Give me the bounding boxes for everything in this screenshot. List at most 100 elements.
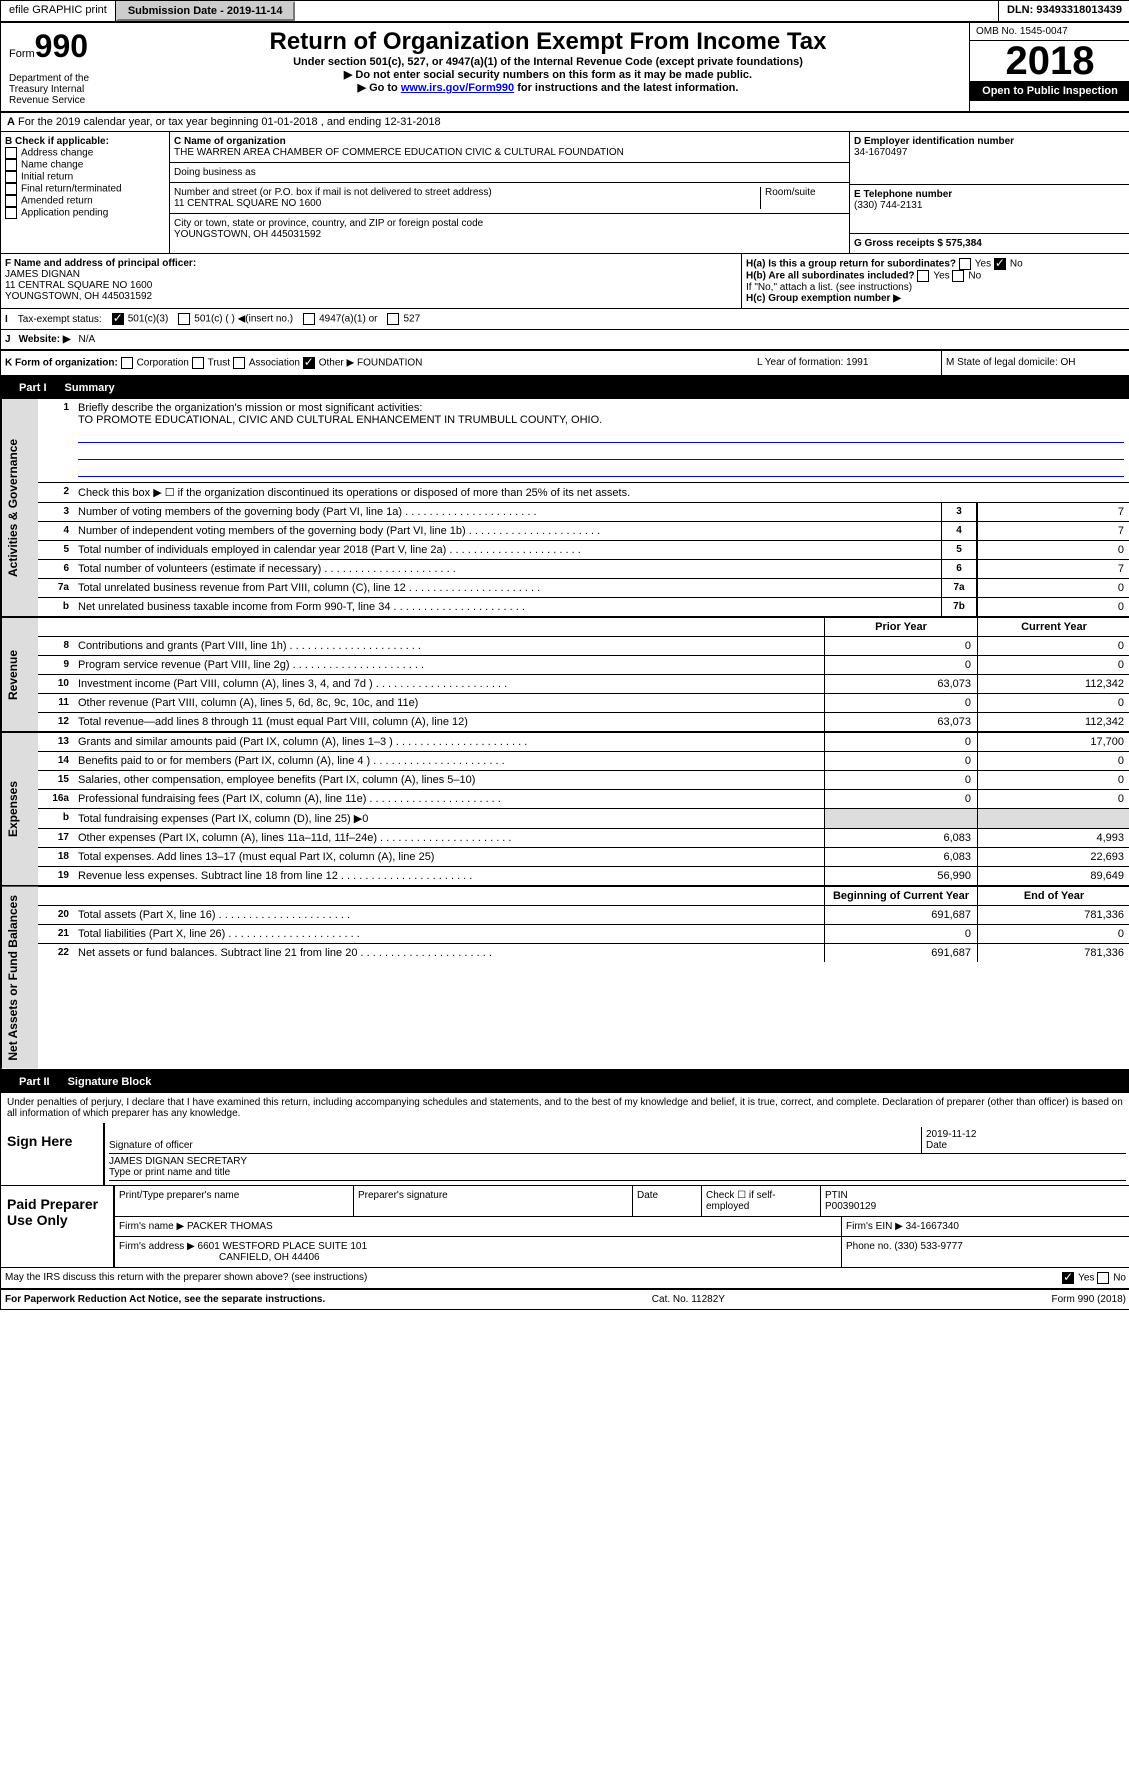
firm-name-cell: Firm's name ▶ PACKER THOMAS bbox=[115, 1217, 842, 1236]
ha-yes[interactable] bbox=[959, 258, 971, 270]
line12-text: Total revenue—add lines 8 through 11 (mu… bbox=[72, 713, 824, 731]
cb-initial-return[interactable]: Initial return bbox=[5, 171, 165, 183]
line22-text: Net assets or fund balances. Subtract li… bbox=[72, 944, 824, 962]
line11-text: Other revenue (Part VIII, column (A), li… bbox=[72, 694, 824, 712]
cb-amended[interactable]: Amended return bbox=[5, 195, 165, 207]
cb-name-change[interactable]: Name change bbox=[5, 159, 165, 171]
part1-header: Part I Summary bbox=[1, 377, 1129, 399]
line19-text: Revenue less expenses. Subtract line 18 … bbox=[72, 867, 824, 885]
cb-address-change[interactable]: Address change bbox=[5, 147, 165, 159]
col-d-ein: D Employer identification number 34-1670… bbox=[850, 132, 1129, 253]
org-name-cell: C Name of organization THE WARREN AREA C… bbox=[170, 132, 849, 163]
line8-prior: 0 bbox=[824, 637, 977, 655]
line14-text: Benefits paid to or for members (Part IX… bbox=[72, 752, 824, 770]
f-label: F Name and address of principal officer: bbox=[5, 258, 737, 269]
topbar: efile GRAPHIC print Submission Date - 20… bbox=[1, 1, 1129, 23]
d-label: D Employer identification number bbox=[854, 136, 1126, 147]
line16b-text: Total fundraising expenses (Part IX, col… bbox=[72, 809, 824, 828]
section-b: B Check if applicable: Address change Na… bbox=[1, 132, 1129, 254]
prep-sig-header: Preparer's signature bbox=[354, 1186, 633, 1216]
paperwork-notice: For Paperwork Reduction Act Notice, see … bbox=[5, 1294, 325, 1305]
ts-501c3[interactable]: 501(c)(3) bbox=[112, 313, 169, 325]
line9-text: Program service revenue (Part VIII, line… bbox=[72, 656, 824, 674]
e-label: E Telephone number bbox=[854, 189, 1126, 200]
phone-value: (330) 744-2131 bbox=[854, 200, 1126, 211]
dba-cell: Doing business as bbox=[170, 163, 849, 183]
dept-label: Department of the Treasury Internal Reve… bbox=[9, 65, 119, 106]
begin-year-header: Beginning of Current Year bbox=[824, 887, 977, 905]
firm-addr-cell: Firm's address ▶ 6601 WESTFORD PLACE SUI… bbox=[115, 1237, 842, 1267]
perjury-statement: Under penalties of perjury, I declare th… bbox=[1, 1093, 1129, 1123]
form-header: Form990 Department of the Treasury Inter… bbox=[1, 23, 1129, 113]
part1-title: Summary bbox=[65, 382, 115, 394]
officer-addr2: YOUNGSTOWN, OH 445031592 bbox=[5, 291, 737, 302]
form-title: Return of Organization Exempt From Incom… bbox=[132, 28, 964, 56]
ts-501c[interactable]: 501(c) ( ) ◀(insert no.) bbox=[178, 313, 293, 325]
net-assets-section: Net Assets or Fund Balances Beginning of… bbox=[1, 887, 1129, 1071]
line6-text: Total number of volunteers (estimate if … bbox=[72, 560, 941, 578]
k-trust[interactable] bbox=[192, 357, 204, 369]
line5-val: 0 bbox=[977, 541, 1129, 559]
hb-no[interactable] bbox=[952, 270, 964, 282]
tax-status-row: I Tax-exempt status: 501(c)(3) 501(c) ( … bbox=[1, 309, 1129, 330]
website-value: N/A bbox=[75, 330, 100, 349]
line2: Check this box ▶ ☐ if the organization d… bbox=[72, 483, 1129, 502]
k-corp[interactable] bbox=[121, 357, 133, 369]
cb-application-pending[interactable]: Application pending bbox=[5, 207, 165, 219]
line8-text: Contributions and grants (Part VIII, lin… bbox=[72, 637, 824, 655]
prior-year-header: Prior Year bbox=[824, 618, 977, 636]
line7b-text: Net unrelated business taxable income fr… bbox=[72, 598, 941, 616]
line4-val: 7 bbox=[977, 522, 1129, 540]
k-other[interactable] bbox=[303, 357, 315, 369]
discuss-no[interactable] bbox=[1097, 1272, 1109, 1284]
cb-final-return[interactable]: Final return/terminated bbox=[5, 183, 165, 195]
addr-value: 11 CENTRAL SQUARE NO 1600 bbox=[174, 198, 760, 209]
end-year-header: End of Year bbox=[977, 887, 1129, 905]
ein-value: 34-1670497 bbox=[854, 147, 1126, 158]
website-label: Website: ▶ bbox=[15, 330, 75, 349]
discuss-yes[interactable] bbox=[1062, 1272, 1074, 1284]
hb-row: H(b) Are all subordinates included? Yes … bbox=[746, 270, 1126, 282]
line3-text: Number of voting members of the governin… bbox=[72, 503, 941, 521]
form-990: 990 bbox=[35, 28, 88, 64]
current-year-header: Current Year bbox=[977, 618, 1129, 636]
ha-no[interactable] bbox=[994, 258, 1006, 270]
line6-val: 7 bbox=[977, 560, 1129, 578]
discuss-answer: Yes No bbox=[1062, 1272, 1126, 1284]
part1-label: Part I bbox=[11, 380, 55, 396]
line20-text: Total assets (Part X, line 16) bbox=[72, 906, 824, 924]
side-net-assets: Net Assets or Fund Balances bbox=[1, 887, 38, 1069]
firm-phone-cell: Phone no. (330) 533-9777 bbox=[842, 1237, 1129, 1267]
section-f-h: F Name and address of principal officer:… bbox=[1, 254, 1129, 309]
header-sub1: Under section 501(c), 527, or 4947(a)(1)… bbox=[132, 56, 964, 68]
form-footer: Form 990 (2018) bbox=[1052, 1294, 1126, 1305]
line13-text: Grants and similar amounts paid (Part IX… bbox=[72, 733, 824, 751]
prep-date-header: Date bbox=[633, 1186, 702, 1216]
header-center: Return of Organization Exempt From Incom… bbox=[127, 23, 969, 111]
org-name: THE WARREN AREA CHAMBER OF COMMERCE EDUC… bbox=[174, 147, 845, 158]
firm-ein-cell: Firm's EIN ▶ 34-1667340 bbox=[842, 1217, 1129, 1236]
l-year: L Year of formation: 1991 bbox=[753, 351, 942, 375]
k-assoc[interactable] bbox=[233, 357, 245, 369]
officer-name: JAMES DIGNAN bbox=[5, 269, 737, 280]
line7a-text: Total unrelated business revenue from Pa… bbox=[72, 579, 941, 597]
ts-527[interactable]: 527 bbox=[387, 313, 420, 325]
line5-text: Total number of individuals employed in … bbox=[72, 541, 941, 559]
ts-4947[interactable]: 4947(a)(1) or bbox=[303, 313, 377, 325]
open-public-badge: Open to Public Inspection bbox=[970, 81, 1129, 101]
irs-link[interactable]: www.irs.gov/Form990 bbox=[401, 82, 514, 94]
header-sub3: ▶ Go to www.irs.gov/Form990 for instruct… bbox=[132, 81, 964, 94]
c-label: C Name of organization bbox=[174, 136, 845, 147]
submission-button[interactable]: Submission Date - 2019-11-14 bbox=[116, 1, 295, 21]
form-word: Form bbox=[9, 48, 35, 60]
discuss-row: May the IRS discuss this return with the… bbox=[1, 1267, 1129, 1289]
row-a-tax-year: A For the 2019 calendar year, or tax yea… bbox=[1, 113, 1129, 132]
col-b-checkboxes: B Check if applicable: Address change Na… bbox=[1, 132, 170, 253]
hb-yes[interactable] bbox=[917, 270, 929, 282]
side-revenue: Revenue bbox=[1, 618, 38, 731]
line17-text: Other expenses (Part IX, column (A), lin… bbox=[72, 829, 824, 847]
sig-date: 2019-11-12Date bbox=[921, 1127, 1126, 1154]
hb-note: If "No," attach a list. (see instruction… bbox=[746, 282, 1126, 293]
city-value: YOUNGSTOWN, OH 445031592 bbox=[174, 229, 845, 240]
part2-header: Part II Signature Block bbox=[1, 1071, 1129, 1093]
